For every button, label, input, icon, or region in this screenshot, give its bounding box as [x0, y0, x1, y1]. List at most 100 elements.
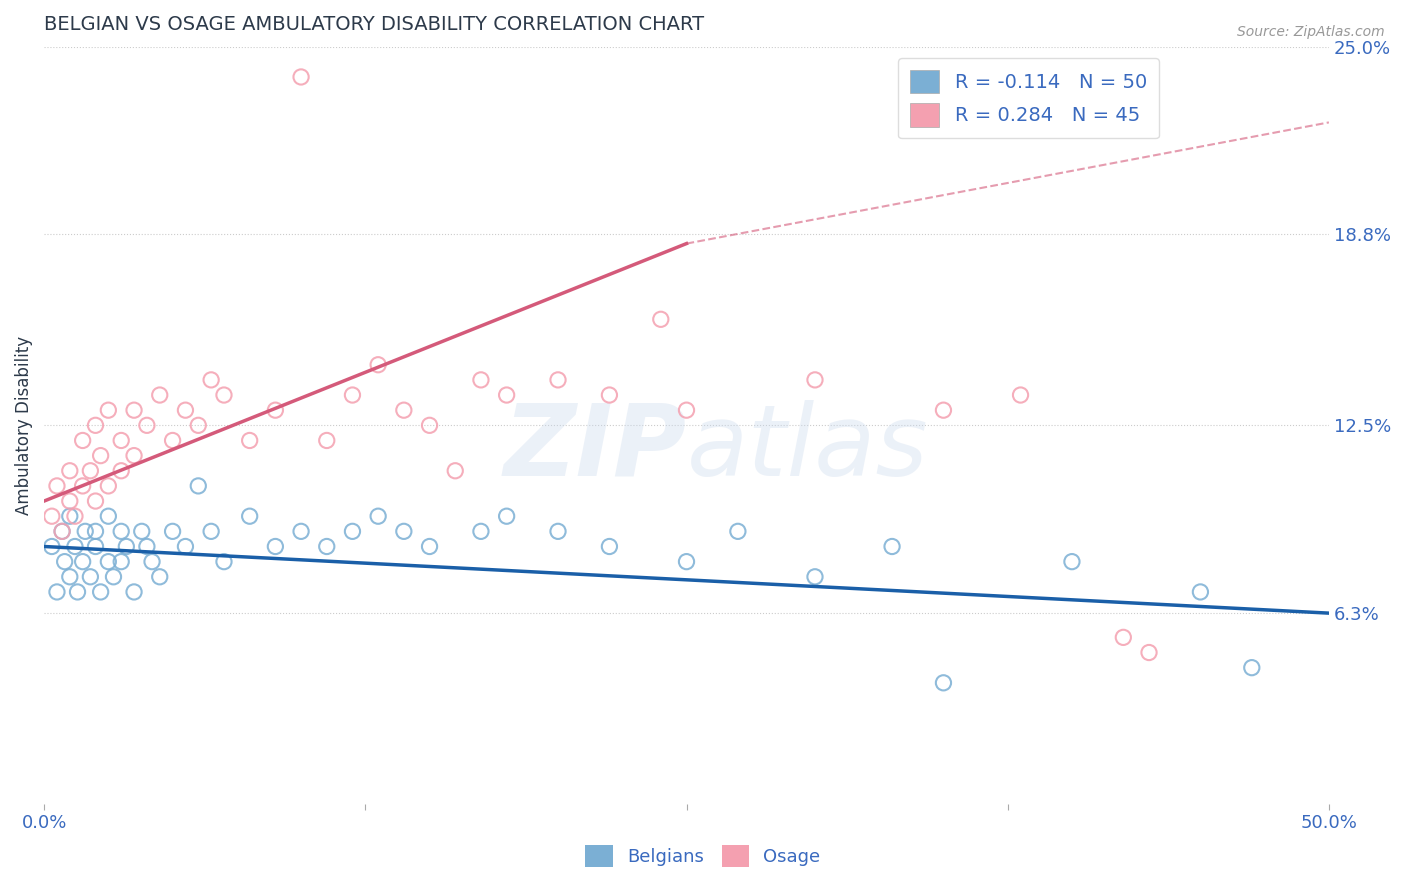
Point: [598, 540, 620, 554]
Point: [212, 555, 235, 569]
Point: [135, 418, 157, 433]
Point: [342, 388, 364, 402]
Point: [419, 418, 441, 433]
Point: [72, 479, 94, 493]
Y-axis label: Ambulatory Disability: Ambulatory Disability: [15, 335, 32, 515]
Text: atlas: atlas: [686, 400, 928, 497]
Point: [650, 312, 672, 326]
Point: [122, 449, 145, 463]
Point: [174, 403, 197, 417]
Point: [598, 388, 620, 402]
Point: [315, 434, 337, 448]
Point: [727, 524, 749, 539]
Point: [110, 555, 132, 569]
Point: [547, 373, 569, 387]
Point: [200, 524, 222, 539]
Point: [804, 570, 827, 584]
Point: [675, 555, 697, 569]
Point: [187, 418, 209, 433]
Point: [187, 479, 209, 493]
Point: [46, 585, 69, 599]
Point: [79, 464, 101, 478]
Text: BELGIAN VS OSAGE AMBULATORY DISABILITY CORRELATION CHART: BELGIAN VS OSAGE AMBULATORY DISABILITY C…: [44, 15, 704, 34]
Point: [675, 403, 697, 417]
Point: [97, 403, 120, 417]
Point: [315, 540, 337, 554]
Point: [63, 509, 86, 524]
Point: [880, 540, 903, 554]
Point: [41, 540, 63, 554]
Point: [122, 585, 145, 599]
Point: [141, 555, 163, 569]
Point: [79, 570, 101, 584]
Point: [392, 524, 415, 539]
Point: [444, 464, 467, 478]
Point: [149, 570, 172, 584]
Point: [804, 373, 827, 387]
Point: [115, 540, 138, 554]
Point: [162, 434, 184, 448]
Point: [1060, 555, 1083, 569]
Legend: R = -0.114   N = 50, R = 0.284   N = 45: R = -0.114 N = 50, R = 0.284 N = 45: [898, 58, 1159, 138]
Point: [66, 585, 89, 599]
Point: [41, 509, 63, 524]
Point: [59, 570, 82, 584]
Point: [212, 388, 235, 402]
Point: [1189, 585, 1212, 599]
Point: [103, 570, 125, 584]
Point: [84, 540, 107, 554]
Point: [342, 524, 364, 539]
Point: [72, 434, 94, 448]
Legend: Belgians, Osage: Belgians, Osage: [578, 838, 828, 874]
Point: [51, 524, 73, 539]
Point: [84, 524, 107, 539]
Point: [51, 524, 73, 539]
Point: [97, 555, 120, 569]
Point: [470, 524, 492, 539]
Point: [290, 524, 312, 539]
Text: Source: ZipAtlas.com: Source: ZipAtlas.com: [1237, 25, 1385, 39]
Point: [72, 555, 94, 569]
Point: [174, 540, 197, 554]
Point: [470, 373, 492, 387]
Point: [53, 555, 76, 569]
Point: [59, 464, 82, 478]
Point: [97, 509, 120, 524]
Point: [264, 403, 287, 417]
Point: [392, 403, 415, 417]
Point: [84, 418, 107, 433]
Point: [1240, 661, 1263, 675]
Point: [932, 403, 955, 417]
Point: [110, 464, 132, 478]
Point: [1137, 646, 1160, 660]
Point: [367, 509, 389, 524]
Text: ZIP: ZIP: [503, 400, 686, 497]
Point: [59, 494, 82, 508]
Point: [131, 524, 153, 539]
Point: [547, 524, 569, 539]
Point: [290, 70, 312, 84]
Point: [495, 509, 517, 524]
Point: [200, 373, 222, 387]
Point: [110, 434, 132, 448]
Point: [84, 494, 107, 508]
Point: [367, 358, 389, 372]
Point: [495, 388, 517, 402]
Point: [63, 540, 86, 554]
Point: [110, 524, 132, 539]
Point: [122, 403, 145, 417]
Point: [135, 540, 157, 554]
Point: [1112, 631, 1135, 645]
Point: [932, 675, 955, 690]
Point: [75, 524, 97, 539]
Point: [239, 434, 262, 448]
Point: [162, 524, 184, 539]
Point: [59, 509, 82, 524]
Point: [264, 540, 287, 554]
Point: [149, 388, 172, 402]
Point: [1010, 388, 1032, 402]
Point: [90, 449, 112, 463]
Point: [90, 585, 112, 599]
Point: [46, 479, 69, 493]
Point: [239, 509, 262, 524]
